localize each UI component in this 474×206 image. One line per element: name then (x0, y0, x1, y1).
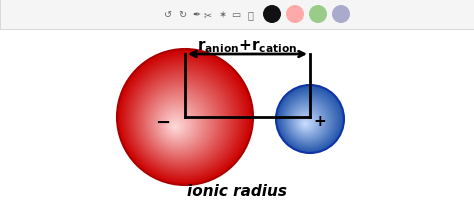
Ellipse shape (160, 108, 194, 142)
Ellipse shape (283, 94, 335, 147)
Ellipse shape (145, 87, 216, 158)
Ellipse shape (290, 104, 326, 140)
Ellipse shape (155, 100, 202, 148)
Ellipse shape (118, 52, 251, 184)
Circle shape (332, 6, 350, 24)
Text: ↻: ↻ (178, 10, 186, 20)
Ellipse shape (282, 93, 336, 147)
Ellipse shape (143, 85, 218, 159)
Text: ⬛: ⬛ (247, 10, 253, 20)
Text: +: + (314, 114, 327, 129)
Ellipse shape (166, 116, 187, 136)
Ellipse shape (278, 89, 341, 151)
Ellipse shape (302, 121, 309, 127)
Ellipse shape (285, 97, 332, 145)
Ellipse shape (163, 112, 191, 139)
Ellipse shape (276, 85, 344, 153)
Ellipse shape (164, 114, 189, 138)
Ellipse shape (127, 63, 239, 175)
Ellipse shape (171, 122, 181, 132)
Ellipse shape (162, 110, 192, 140)
Ellipse shape (293, 109, 320, 136)
Ellipse shape (153, 98, 204, 149)
Ellipse shape (133, 71, 231, 169)
Text: ✂: ✂ (204, 10, 212, 20)
Ellipse shape (292, 107, 322, 137)
Text: ↺: ↺ (164, 10, 172, 20)
Ellipse shape (121, 56, 247, 181)
Ellipse shape (277, 88, 342, 152)
Ellipse shape (159, 106, 196, 143)
Ellipse shape (280, 91, 338, 149)
Ellipse shape (149, 92, 210, 153)
Text: ✒: ✒ (192, 10, 200, 20)
Circle shape (309, 6, 327, 24)
Ellipse shape (130, 67, 236, 172)
Ellipse shape (142, 83, 220, 161)
Ellipse shape (301, 119, 311, 129)
Ellipse shape (296, 113, 317, 133)
Ellipse shape (303, 122, 308, 127)
Text: ▭: ▭ (231, 10, 241, 20)
Ellipse shape (280, 90, 339, 150)
Ellipse shape (288, 101, 328, 142)
Ellipse shape (152, 96, 206, 151)
Text: ionic radius: ionic radius (187, 184, 287, 199)
Circle shape (286, 6, 304, 24)
Text: ✶: ✶ (218, 10, 226, 20)
Ellipse shape (286, 99, 330, 143)
Ellipse shape (277, 87, 343, 152)
Ellipse shape (288, 102, 328, 141)
Ellipse shape (287, 100, 329, 143)
Ellipse shape (136, 75, 228, 166)
Ellipse shape (300, 118, 312, 130)
Ellipse shape (281, 92, 337, 148)
Ellipse shape (128, 65, 237, 174)
Ellipse shape (297, 114, 316, 132)
Ellipse shape (173, 126, 177, 129)
Ellipse shape (299, 116, 314, 131)
Ellipse shape (299, 117, 313, 130)
Ellipse shape (279, 89, 340, 150)
Ellipse shape (295, 111, 319, 135)
Ellipse shape (157, 104, 198, 145)
Ellipse shape (291, 105, 324, 139)
Ellipse shape (131, 69, 234, 171)
Ellipse shape (284, 96, 333, 145)
Ellipse shape (294, 110, 319, 135)
Ellipse shape (301, 120, 310, 128)
Ellipse shape (123, 57, 245, 179)
Ellipse shape (126, 61, 241, 177)
Ellipse shape (146, 89, 214, 156)
Bar (0, 0, 474, 30)
Ellipse shape (289, 103, 327, 140)
Ellipse shape (139, 79, 224, 164)
Ellipse shape (140, 81, 222, 162)
Ellipse shape (117, 50, 253, 185)
Circle shape (263, 6, 281, 24)
Ellipse shape (292, 108, 321, 137)
Ellipse shape (291, 106, 323, 138)
Ellipse shape (172, 124, 179, 130)
Ellipse shape (303, 123, 307, 126)
Ellipse shape (137, 77, 226, 165)
Ellipse shape (150, 95, 208, 152)
Text: −: − (155, 114, 171, 131)
Ellipse shape (147, 91, 212, 155)
Ellipse shape (134, 73, 229, 168)
Ellipse shape (124, 60, 243, 178)
Ellipse shape (169, 120, 182, 133)
Ellipse shape (156, 102, 200, 146)
Ellipse shape (298, 115, 315, 132)
Ellipse shape (168, 118, 184, 135)
Ellipse shape (295, 112, 318, 134)
Ellipse shape (304, 124, 306, 125)
Text: $\mathbf{r}_{\mathbf{anion}}\mathbf{+r}_{\mathbf{cation}}$: $\mathbf{r}_{\mathbf{anion}}\mathbf{+r}_… (197, 39, 298, 55)
Ellipse shape (283, 95, 334, 146)
Ellipse shape (120, 54, 249, 182)
Ellipse shape (285, 98, 331, 144)
